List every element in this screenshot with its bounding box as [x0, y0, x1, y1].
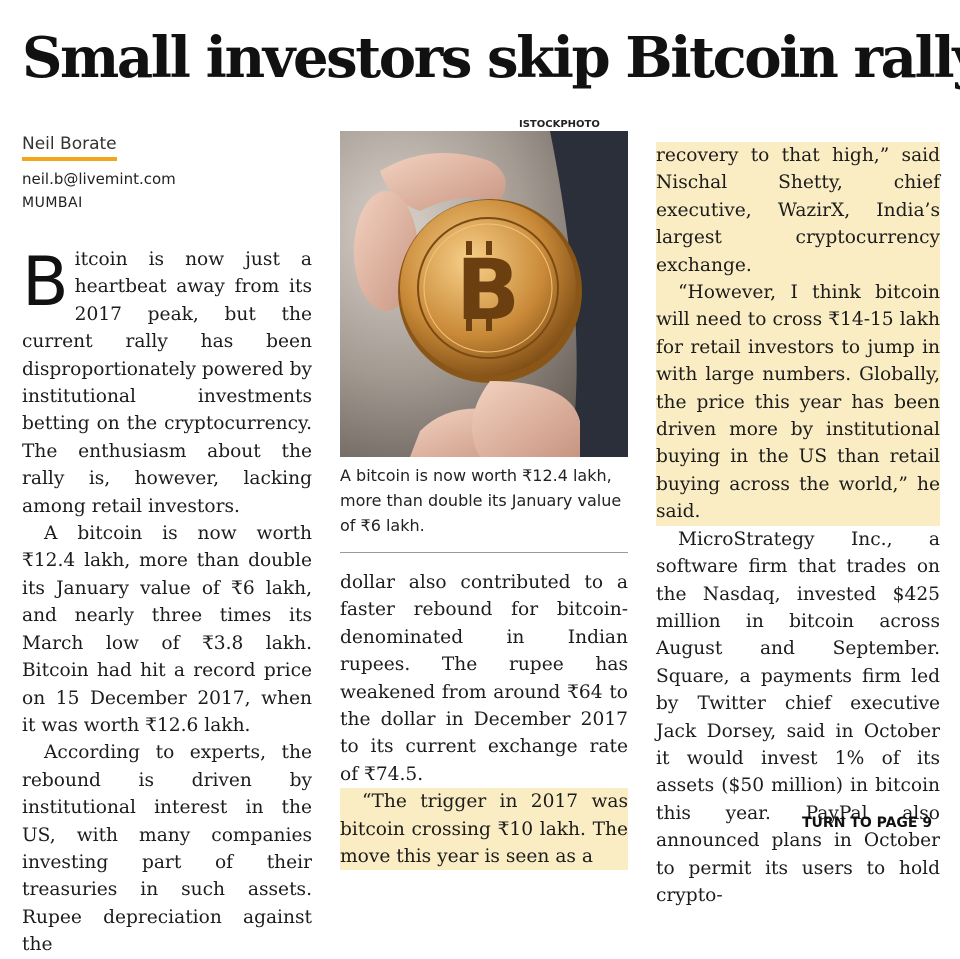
paragraph-4: dollar also contributed to a faster rebo… — [340, 572, 628, 785]
quote-paragraph-2: recovery to that high,” said Nischal She… — [656, 142, 940, 280]
quote-paragraph-1: “The trigger in 2017 was bitcoin crossin… — [340, 788, 628, 871]
quote-paragraph-3: “However, I think bitcoin will need to c… — [656, 279, 940, 526]
paragraph-1-text: itcoin is now just a heartbeat away from… — [22, 249, 313, 517]
jump-line: TURN TO PAGE 9 — [802, 815, 933, 831]
paragraph-2: A bitcoin is now worth ₹12.4 lakh, more … — [22, 523, 312, 736]
caption-divider — [340, 552, 628, 553]
byline: Neil Borate neil.b@livemint.com MUMBAI — [22, 134, 176, 211]
bitcoin-coin-icon: B — [340, 131, 628, 457]
drop-cap: B — [22, 243, 69, 322]
bitcoin-photo: B — [340, 131, 628, 457]
photo-credit: ISTOCKPHOTO — [519, 119, 600, 130]
paragraph-5: MicroStrategy Inc., a software firm that… — [656, 528, 940, 906]
dateline-city: MUMBAI — [22, 195, 83, 211]
author-name: Neil Borate — [22, 134, 117, 161]
article-column-2: dollar also contributed to a faster rebo… — [340, 569, 628, 871]
photo-caption: A bitcoin is now worth ₹12.4 lakh, more … — [340, 466, 622, 535]
article-column-3: recovery to that high,” said Nischal She… — [656, 142, 940, 909]
headline: Small investors skip Bitcoin rally — [22, 25, 960, 91]
paragraph-3: According to experts, the rebound is dri… — [22, 742, 312, 956]
author-email: neil.b@livemint.com — [22, 170, 176, 188]
